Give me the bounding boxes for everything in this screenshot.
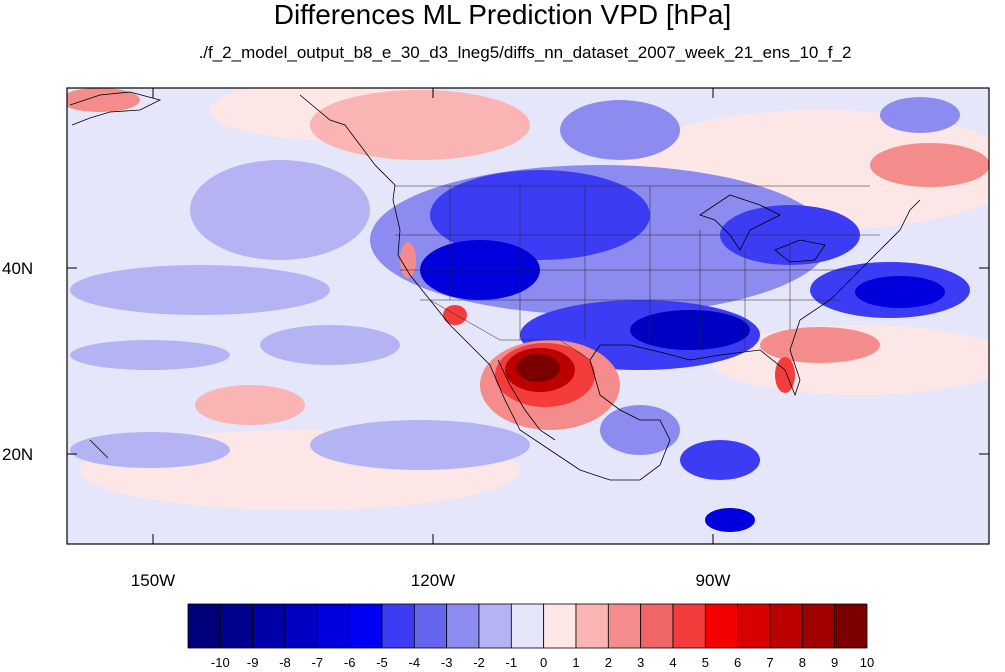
colorbar-swatch	[510, 603, 545, 649]
anomaly-patch	[430, 170, 650, 260]
colorbar: -10 -9 -8 -7 -6 -5 -4 -3 -2 -1 0 1 2 3 4 5 6 7 8 9 10	[187, 603, 874, 670]
colorbar-label: 3	[637, 655, 644, 670]
map-frame	[66, 87, 990, 545]
anomaly-patch	[260, 325, 400, 365]
colorbar-label: -8	[279, 655, 291, 670]
colorbar-label: 1	[572, 655, 579, 670]
colorbar-swatch	[381, 603, 415, 649]
colorbar-swatch	[834, 603, 868, 649]
colorbar-label: -5	[376, 655, 388, 670]
lat-label-40n: 40N	[2, 259, 33, 278]
anomaly-patch	[705, 508, 755, 532]
colorbar-label: -7	[312, 655, 324, 670]
colorbar-label: 4	[669, 655, 676, 670]
colorbar-swatch	[672, 603, 706, 649]
colorbar-label: -4	[409, 655, 421, 670]
colorbar-swatch	[769, 603, 803, 649]
anomaly-patch	[760, 327, 880, 363]
colorbar-label: -9	[247, 655, 259, 670]
colorbar-swatch	[252, 603, 286, 649]
colorbar-swatch	[478, 603, 512, 649]
colorbar-swatch	[187, 603, 221, 649]
anomaly-patch	[560, 100, 680, 160]
anomaly-patch	[190, 160, 370, 260]
colorbar-swatch	[737, 603, 771, 649]
anomaly-patch	[310, 420, 530, 470]
coastline-path	[699, 194, 781, 251]
lon-label-120w: 120W	[411, 571, 455, 590]
coastline-path	[497, 359, 556, 441]
anomaly-patch	[70, 265, 330, 315]
colorbar-label: 10	[860, 655, 874, 670]
anomaly-patch	[70, 340, 230, 370]
lat-labels: 40N 20N	[2, 259, 33, 464]
anomaly-patch	[195, 385, 305, 425]
colorbar-label: -10	[211, 655, 230, 670]
anomaly-patch	[310, 90, 530, 160]
coastline-path	[89, 439, 109, 459]
anomaly-patch	[880, 97, 960, 133]
lat-label-20n: 20N	[2, 445, 33, 464]
anomaly-patch	[870, 143, 989, 187]
coastlines	[69, 91, 921, 481]
anomaly-patch	[70, 432, 230, 468]
anomaly-patch	[400, 242, 416, 278]
colorbar-label: 6	[734, 655, 741, 670]
lon-label-90w: 90W	[696, 571, 731, 590]
colorbar-swatch	[446, 603, 480, 649]
anomaly-patch	[680, 440, 760, 480]
axis-ticks	[67, 88, 989, 544]
colorbar-label: 0	[540, 655, 547, 670]
anomaly-patch	[443, 305, 467, 325]
anomaly-patch	[600, 405, 680, 455]
colorbar-label: 5	[702, 655, 709, 670]
colorbar-swatch	[640, 603, 674, 649]
colorbar-swatch	[413, 603, 448, 649]
colorbar-label: -6	[344, 655, 356, 670]
colorbar-swatch	[219, 603, 254, 649]
colorbar-label: -3	[441, 655, 453, 670]
border-path	[429, 299, 591, 361]
colorbar-label: 7	[766, 655, 773, 670]
colorbar-label: -1	[506, 655, 518, 670]
anomaly-patch	[855, 276, 945, 308]
colorbar-swatch	[801, 603, 836, 649]
coastline-path	[774, 239, 826, 263]
coastline-path	[299, 94, 921, 481]
lon-label-150w: 150W	[131, 571, 175, 590]
anomaly-patch	[67, 88, 140, 112]
map-panel	[67, 88, 989, 544]
anomaly-patch	[630, 310, 750, 350]
map-subtitle: ./f_2_model_output_b8_e_30_d3_lneg5/diff…	[198, 43, 852, 62]
colorbar-swatch	[284, 603, 318, 649]
border-path	[449, 186, 791, 350]
coastline-path	[69, 91, 162, 126]
colorbar-label: -2	[473, 655, 485, 670]
colorbar-label: 8	[799, 655, 806, 670]
colorbar-label: 2	[605, 655, 612, 670]
borders	[395, 185, 880, 361]
colorbar-swatch	[316, 603, 351, 649]
colorbar-swatch	[349, 603, 383, 649]
border-path	[395, 234, 880, 301]
anomaly-patch	[516, 354, 560, 382]
lon-labels: 150W 120W 90W	[131, 571, 731, 590]
map-title: Differences ML Prediction VPD [hPa]	[273, 0, 732, 30]
colorbar-swatch	[543, 603, 577, 649]
colorbar-swatch	[607, 603, 642, 649]
colorbar-swatch	[575, 603, 609, 649]
colorbar-label: 9	[831, 655, 838, 670]
colorbar-swatch	[704, 603, 739, 649]
